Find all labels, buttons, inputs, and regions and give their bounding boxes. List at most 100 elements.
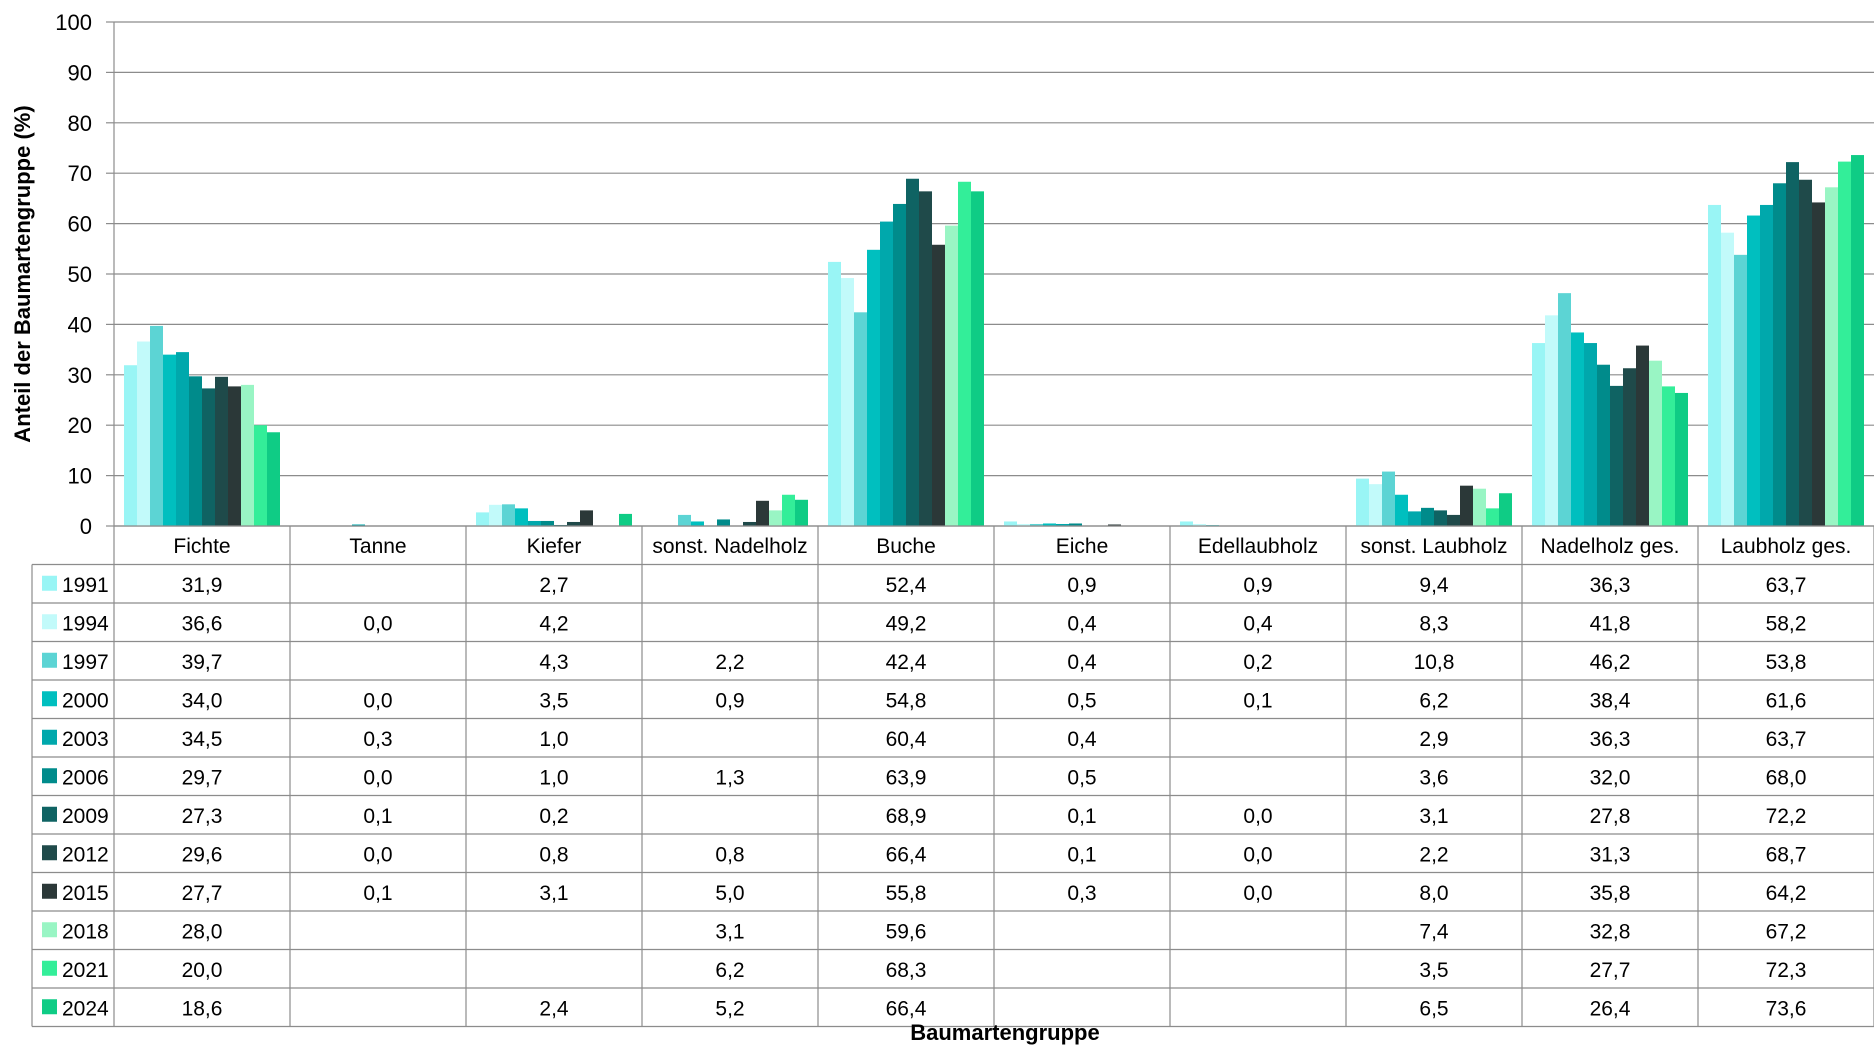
table-cell-value: 0,3 [1067,882,1096,905]
bar [1623,368,1636,526]
series-name: 1997 [62,651,109,674]
series-name: 2000 [62,689,109,712]
bar [1460,485,1473,526]
bar [502,504,515,526]
series-name: 1994 [62,612,109,635]
table-cell-value: 67,2 [1766,920,1807,943]
table-cell-value: 27,3 [182,805,223,828]
legend-swatch [42,960,57,976]
table-cell-value: 27,7 [1590,959,1631,982]
bar [1369,484,1382,526]
legend-swatch [42,845,57,861]
table-cell-value: 27,7 [182,882,223,905]
table-cell-value: 0,1 [1067,805,1096,828]
table-cell-value: 58,2 [1766,612,1807,635]
table-cell-value: 42,4 [886,651,927,674]
bar [906,178,919,526]
bar [893,203,906,526]
series-name: 2006 [62,766,109,789]
table-cell-value: 0,1 [363,882,392,905]
table-cell-value: 3,5 [539,689,568,712]
table-cell-value: 64,2 [1766,882,1807,905]
table-cell-value: 8,3 [1419,612,1448,635]
table-cell-value: 28,0 [182,920,223,943]
table-cell-value: 0,0 [1243,805,1272,828]
bar [515,508,528,526]
table-cell-value: 1,3 [715,766,744,789]
table-cell-value: 72,3 [1766,959,1807,982]
series-name: 1991 [62,574,109,597]
table-cell-value: 63,9 [886,766,927,789]
y-tick-label: 0 [80,514,92,539]
bar [1004,521,1017,526]
table-cell-value: 66,4 [886,997,927,1020]
bar [1447,514,1460,526]
table-cell-value: 3,1 [539,882,568,905]
category-label: sonst. Nadelholz [652,535,807,558]
table-cell-value: 3,6 [1419,766,1448,789]
category-label: Nadelholz ges. [1541,535,1680,558]
bar [1610,385,1623,526]
bar [1030,523,1043,526]
table-cell-value: 0,2 [1243,651,1272,674]
bar [528,520,541,526]
series-name: 2018 [62,920,109,943]
bar [176,352,189,526]
bar [228,386,241,526]
table-cell-value: 2,7 [539,574,568,597]
bar [717,519,730,526]
table-cell-value: 59,6 [886,920,927,943]
table-cell-value: 49,2 [886,612,927,635]
bar [971,191,984,526]
table-cell-value: 72,2 [1766,805,1807,828]
series-name: 2015 [62,882,109,905]
bar [958,181,971,526]
series-name: 2024 [62,997,109,1020]
table-cell-value: 0,8 [715,843,744,866]
bar [1799,179,1812,526]
bar [1734,254,1747,526]
series-name: 2012 [62,843,109,866]
bar [476,512,489,526]
legend-swatch [42,999,57,1015]
bar [880,221,893,527]
bar [1812,202,1825,526]
table-cell-value: 35,8 [1590,882,1631,905]
bar [1499,493,1512,526]
bar [795,499,808,526]
table-cell-value: 61,6 [1766,689,1807,712]
category-label: Edellaubholz [1198,535,1318,558]
table-cell-value: 34,5 [182,728,223,751]
bar [619,513,632,526]
legend-swatch [42,883,57,899]
table-cell-value: 29,7 [182,766,223,789]
table-cell-value: 18,6 [182,997,223,1020]
bars [124,155,1864,527]
table-cell-value: 46,2 [1590,651,1631,674]
category-label: Laubholz ges. [1721,535,1852,558]
table-cell-value: 68,7 [1766,843,1807,866]
table-cell-value: 68,3 [886,959,927,982]
table-cell-value: 34,0 [182,689,223,712]
table-cell-value: 7,4 [1419,920,1449,943]
table-cell-value: 36,6 [182,612,223,635]
table-cell-value: 0,5 [1067,766,1096,789]
bar [1180,521,1193,526]
bar [1636,345,1649,526]
bar [254,425,267,526]
table-cell-value: 0,4 [1067,612,1097,635]
table-cell-value: 2,4 [539,997,569,1020]
y-tick-label: 60 [68,212,92,237]
bar [841,278,854,526]
bar [1108,524,1121,526]
bar [352,524,365,526]
legend-swatch [42,922,57,938]
bar [241,384,254,526]
table-cell-value: 10,8 [1414,651,1455,674]
table-cell-value: 66,4 [886,843,927,866]
table-cell-value: 0,5 [1067,689,1096,712]
bar [945,225,958,526]
table-cell-value: 32,8 [1590,920,1631,943]
bar [1434,510,1447,526]
